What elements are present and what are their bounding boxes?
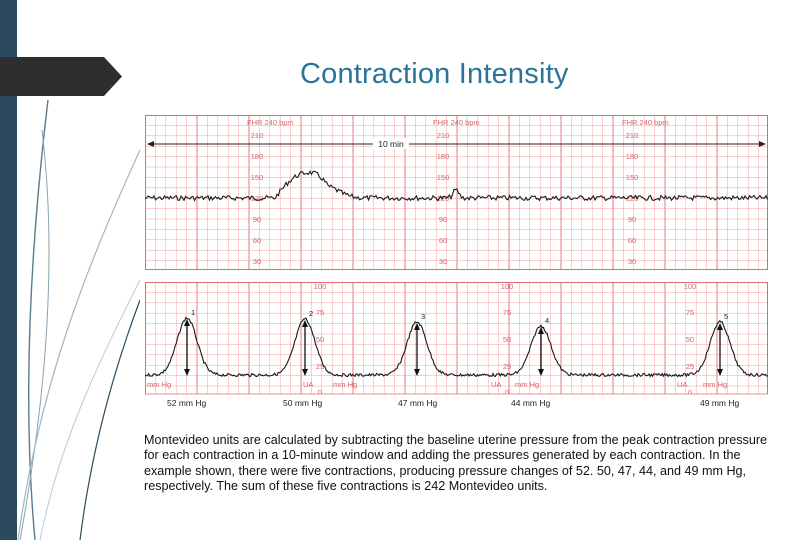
fhr-tick-label: 150 bbox=[437, 173, 450, 182]
ua-tick-label: 25 bbox=[686, 362, 694, 371]
ua-tick-label: 50 bbox=[316, 335, 324, 344]
fhr-tick-label: 210 bbox=[251, 131, 264, 140]
time-span-label: 10 min bbox=[378, 139, 404, 149]
fhr-trace bbox=[145, 170, 768, 202]
contraction-number: 5 bbox=[724, 312, 728, 321]
ua-tick-label: 25 bbox=[503, 362, 511, 371]
contraction-number: 4 bbox=[545, 316, 549, 325]
contraction-number: 2 bbox=[309, 309, 313, 318]
fhr-tick-label: 120 bbox=[626, 194, 639, 203]
fhr-tick-label: 30 bbox=[628, 257, 636, 266]
fhr-tick-label: 90 bbox=[253, 215, 261, 224]
left-side-bar bbox=[0, 0, 17, 540]
fhr-tick-label: 90 bbox=[628, 215, 636, 224]
fhr-strip: FHR 240 bpm 210 180 150 120 90 60 30 FHR 240 bpm… bbox=[145, 115, 768, 270]
ua-axis-label: UA bbox=[303, 380, 313, 389]
fhr-scale-header: FHR 240 bpm bbox=[622, 118, 669, 127]
time-span-arrow: 10 min bbox=[147, 138, 766, 149]
fhr-tick-label: 180 bbox=[251, 152, 264, 161]
pressure-label-row bbox=[145, 394, 768, 410]
decorative-curves bbox=[17, 99, 141, 540]
ua-tick-label: 0 bbox=[318, 388, 322, 397]
ua-tick-label: 75 bbox=[316, 308, 324, 317]
contraction-arrow bbox=[538, 327, 544, 376]
title-arrow-tab bbox=[0, 57, 122, 96]
fhr-scale-header: FHR 240 bpm bbox=[247, 118, 294, 127]
contraction-arrow bbox=[717, 323, 723, 376]
fhr-tick-label: 30 bbox=[253, 257, 261, 266]
ua-unit-label: mm Hg bbox=[515, 380, 539, 389]
ua-tick-label: 0 bbox=[688, 388, 692, 397]
strip-border bbox=[145, 115, 768, 270]
ua-unit-label: mm Hg bbox=[147, 380, 171, 389]
ua-axis-label: UA bbox=[677, 380, 687, 389]
contraction-number: 3 bbox=[421, 312, 425, 321]
pressure-label: 50 mm Hg bbox=[283, 398, 322, 408]
pressure-label: 52 mm Hg bbox=[167, 398, 206, 408]
pressure-label: 49 mm Hg bbox=[700, 398, 739, 408]
fhr-tick-label: 180 bbox=[626, 152, 639, 161]
ua-trace bbox=[145, 316, 768, 378]
contraction-arrow bbox=[184, 319, 190, 376]
fhr-tick-label: 60 bbox=[253, 236, 261, 245]
ua-tick-label: 100 bbox=[314, 282, 327, 291]
ua-tick-label: 25 bbox=[316, 362, 324, 371]
fhr-tick-label: 120 bbox=[437, 194, 450, 203]
pressure-label: 47 mm Hg bbox=[398, 398, 437, 408]
ua-unit-label: mm Hg bbox=[703, 380, 727, 389]
fhr-tick-label: 120 bbox=[251, 194, 264, 203]
ua-tick-label: 100 bbox=[684, 282, 697, 291]
contraction-number: 1 bbox=[191, 308, 195, 317]
ua-tick-label: 75 bbox=[503, 308, 511, 317]
ua-tick-label: 50 bbox=[686, 335, 694, 344]
fhr-tick-label: 180 bbox=[437, 152, 450, 161]
fhr-tick-label: 150 bbox=[626, 173, 639, 182]
fhr-tick-label: 60 bbox=[628, 236, 636, 245]
fhr-grid: FHR 240 bpm 210 180 150 120 90 60 30 FHR 240 bpm… bbox=[145, 115, 768, 270]
fhr-tick-label: 210 bbox=[626, 131, 639, 140]
fhr-tick-label: 60 bbox=[439, 236, 447, 245]
ua-tick-label: 0 bbox=[505, 388, 509, 397]
fhr-tick-label: 30 bbox=[439, 257, 447, 266]
ua-unit-label: mm Hg bbox=[333, 380, 357, 389]
slide-title: Contraction Intensity bbox=[300, 58, 569, 90]
contraction-arrow bbox=[414, 323, 420, 376]
fhr-scale-header: FHR 240 bpm bbox=[433, 118, 480, 127]
ua-tick-label: 50 bbox=[503, 335, 511, 344]
ua-strip: 100 75 50 25 0 100 75 50 25 0 100 75 50 25 0 mm Hg mm Hg… bbox=[145, 282, 768, 410]
fhr-tick-label: 210 bbox=[437, 131, 450, 140]
contraction-arrow bbox=[302, 320, 308, 376]
ua-tick-label: 100 bbox=[501, 282, 514, 291]
grid-lines bbox=[145, 282, 768, 410]
figure-caption: Montevideo units are calculated by subtr… bbox=[144, 433, 768, 494]
grid-lines bbox=[145, 115, 768, 270]
fhr-tick-label: 150 bbox=[251, 173, 264, 182]
ua-axis-label: UA bbox=[491, 380, 501, 389]
ua-tick-label: 75 bbox=[686, 308, 694, 317]
ctg-figure: FHR 240 bpm 210 180 150 120 90 60 30 FHR 240 bpm… bbox=[140, 110, 772, 504]
fhr-tick-label: 90 bbox=[439, 215, 447, 224]
pressure-label: 44 mm Hg bbox=[511, 398, 550, 408]
